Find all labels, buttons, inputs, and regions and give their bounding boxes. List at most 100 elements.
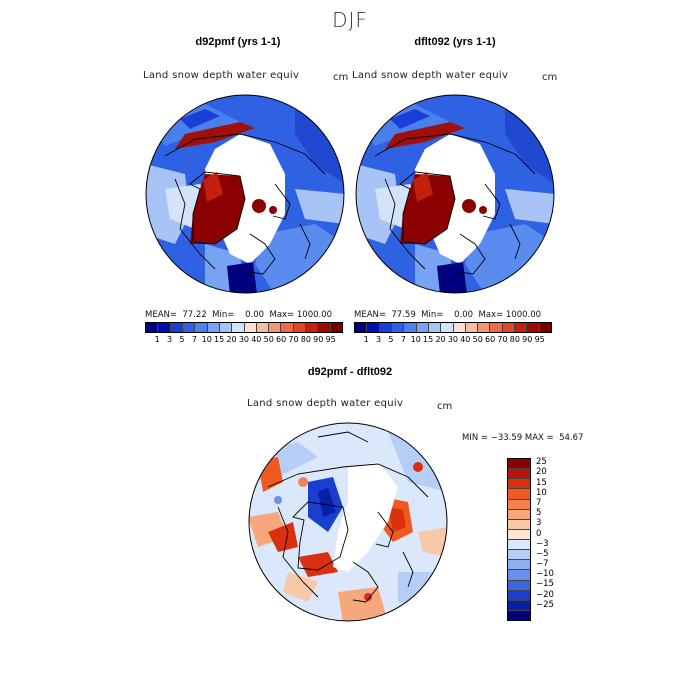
colorbar-swatch (391, 323, 405, 332)
colorbar-tick-label: 30 (238, 335, 250, 344)
colorbar-swatch (256, 323, 270, 332)
colorbar-swatch (465, 323, 479, 332)
diff-colorbar (507, 458, 531, 621)
colorbar-swatch (244, 323, 257, 332)
colorbar-tick-label: −3 (536, 538, 549, 549)
colorbar-swatch (508, 610, 530, 620)
colorbar-swatch (508, 540, 530, 551)
colorbar-swatch (195, 323, 208, 332)
colorbar-tick-label: 95 (534, 335, 545, 344)
colorbar-tick-label: 1 (154, 335, 160, 344)
colorbar-swatch (508, 550, 530, 561)
colorbar-swatch (539, 323, 551, 332)
panel1-units: cm (333, 72, 349, 83)
colorbar-tick-label: 70 (288, 335, 299, 344)
colorbar-tick-label: 3 (376, 335, 382, 344)
colorbar-swatch (355, 323, 368, 332)
colorbar-tick-label: 95 (325, 335, 336, 344)
panel2-units: cm (542, 72, 558, 83)
diff-stats: MIN = −33.59 MAX = 54.67 (462, 433, 584, 443)
colorbar-tick-label: 30 (447, 335, 459, 344)
colorbar-tick-label: 90 (522, 335, 533, 344)
colorbar-tick-label: 50 (263, 335, 274, 344)
colorbar-tick-label: 10 (536, 487, 547, 498)
colorbar-tick-label: 40 (460, 335, 471, 344)
colorbar-swatch (508, 600, 530, 611)
colorbar-swatch (182, 323, 196, 332)
panel1-colorbar-ticks: 1 3 5 7 10 15 20 30 40 50 60 70 80 90 95 (151, 335, 343, 344)
colorbar-tick-label: 80 (300, 335, 311, 344)
panel2-title: dflt092 (yrs 1-1) (414, 36, 496, 48)
colorbar-tick-label: 15 (536, 477, 547, 488)
colorbar-tick-label: 5 (179, 335, 185, 344)
colorbar-swatch (502, 323, 516, 332)
colorbar-tick-label: 10 (410, 335, 421, 344)
colorbar-tick-label: 90 (313, 335, 324, 344)
colorbar-tick-label: −10 (536, 569, 554, 580)
colorbar-tick-label: −20 (536, 589, 554, 600)
colorbar-swatch (508, 560, 530, 571)
colorbar-swatch (146, 323, 159, 332)
colorbar-swatch (379, 323, 392, 332)
panel1-variable-label: Land snow depth water equiv (143, 70, 300, 81)
colorbar-swatch (281, 323, 294, 332)
colorbar-tick-label: 3 (167, 335, 173, 344)
panel1-map (145, 94, 345, 294)
colorbar-swatch (170, 323, 183, 332)
colorbar-swatch (330, 323, 342, 332)
colorbar-swatch (490, 323, 503, 332)
colorbar-swatch (441, 323, 454, 332)
diff-units: cm (437, 401, 453, 412)
colorbar-swatch (428, 323, 442, 332)
colorbar-tick-label: 7 (400, 335, 406, 344)
colorbar-tick-label: 70 (497, 335, 508, 344)
colorbar-swatch (508, 459, 530, 470)
colorbar-tick-label: 60 (485, 335, 496, 344)
colorbar-swatch (207, 323, 220, 332)
colorbar-tick-label: −25 (536, 599, 554, 610)
diff-map (248, 422, 448, 622)
colorbar-tick-label: 25 (536, 457, 547, 468)
colorbar-tick-label: 7 (536, 497, 542, 508)
panel1-title: d92pmf (yrs 1-1) (195, 36, 281, 48)
colorbar-swatch (269, 323, 282, 332)
season-title: DJF (332, 8, 368, 32)
colorbar-swatch (453, 323, 466, 332)
colorbar-swatch (293, 323, 307, 332)
colorbar-tick-label: −7 (536, 559, 549, 570)
colorbar-tick-label: 60 (276, 335, 287, 344)
colorbar-tick-label: 5 (536, 508, 542, 519)
colorbar-swatch (508, 509, 530, 520)
colorbar-swatch (416, 323, 429, 332)
colorbar-swatch (508, 489, 530, 500)
colorbar-tick-label: 10 (201, 335, 212, 344)
panel2-map (355, 94, 555, 294)
colorbar-tick-label: 15 (214, 335, 225, 344)
panel2-colorbar-ticks: 1 3 5 7 10 15 20 30 40 50 60 70 80 90 95 (360, 335, 552, 344)
colorbar-swatch (158, 323, 171, 332)
colorbar-swatch (515, 323, 528, 332)
colorbar-tick-label: 80 (509, 335, 520, 344)
colorbar-tick-label: 20 (536, 467, 547, 478)
panel2-variable-label: Land snow depth water equiv (352, 70, 509, 81)
colorbar-tick-label: 15 (423, 335, 434, 344)
colorbar-swatch (306, 323, 319, 332)
colorbar-tick-label: 1 (363, 335, 369, 344)
colorbar-tick-label: 0 (536, 528, 542, 539)
colorbar-tick-label: 3 (536, 518, 542, 529)
panel2-stats: MEAN= 77.59 Min= 0.00 Max= 1000.00 (354, 310, 542, 320)
colorbar-swatch (219, 323, 233, 332)
colorbar-swatch (508, 519, 530, 530)
colorbar-swatch (404, 323, 417, 332)
colorbar-swatch (527, 323, 540, 332)
colorbar-swatch (508, 590, 530, 601)
panel1-stats: MEAN= 77.22 Min= 0.00 Max= 1000.00 (145, 310, 333, 320)
diff-variable-label: Land snow depth water equiv (247, 398, 404, 409)
colorbar-swatch (478, 323, 491, 332)
colorbar-tick-label: −5 (536, 548, 549, 559)
colorbar-tick-label: 5 (388, 335, 394, 344)
colorbar-swatch (367, 323, 380, 332)
colorbar-swatch (508, 580, 530, 591)
colorbar-tick-label: 20 (226, 335, 237, 344)
colorbar-swatch (508, 529, 530, 540)
